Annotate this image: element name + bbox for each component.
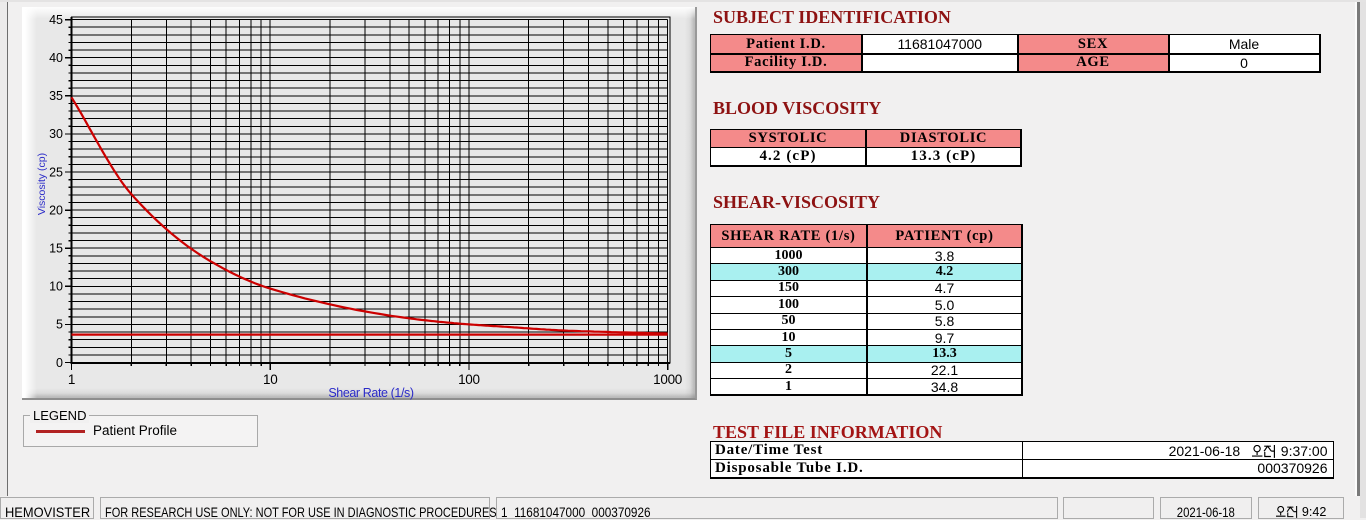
svg-text:0: 0	[56, 356, 63, 370]
svg-text:10: 10	[263, 372, 277, 387]
svg-text:10: 10	[49, 280, 63, 294]
svg-text:15: 15	[49, 242, 63, 256]
svg-text:30: 30	[49, 127, 63, 141]
svg-text:1000: 1000	[653, 372, 682, 387]
svg-text:5: 5	[56, 318, 63, 332]
svg-text:Shear Rate (1/s): Shear Rate (1/s)	[328, 386, 414, 400]
svg-text:1: 1	[68, 372, 75, 387]
svg-text:35: 35	[49, 89, 63, 103]
svg-text:40: 40	[49, 51, 63, 65]
svg-text:20: 20	[49, 203, 63, 217]
svg-text:100: 100	[458, 372, 480, 387]
svg-text:Viscosity (cp): Viscosity (cp)	[36, 153, 48, 215]
svg-text:25: 25	[49, 165, 63, 179]
svg-text:45: 45	[49, 13, 63, 27]
